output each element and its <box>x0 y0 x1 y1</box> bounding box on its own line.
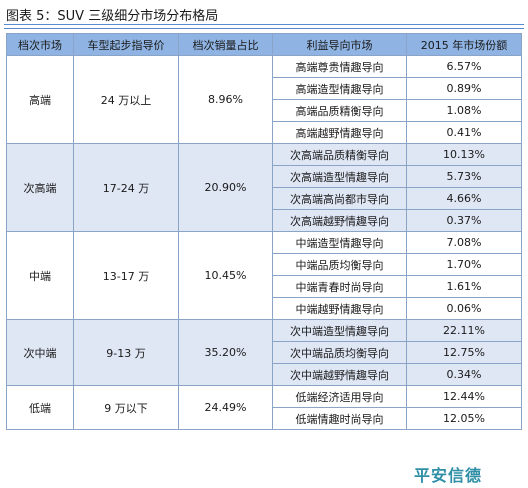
price-cell: 17-24 万 <box>73 143 179 232</box>
table-row: 次高端越野情趣导向 0.37% <box>7 209 522 232</box>
market-share-cell: 12.44% <box>406 385 522 408</box>
table-row: 次中端品质均衡导向 12.75% <box>7 341 522 364</box>
table-row: 低端 9 万以下 24.49% 低端经济适用导向 12.44% <box>6 385 522 430</box>
header-benefit-market: 利益导向市场 <box>272 33 407 56</box>
market-share-cell: 4.66% <box>406 187 522 210</box>
benefit-market-cell: 次高端高尚都市导向 <box>272 187 407 210</box>
market-share-cell: 6.57% <box>406 55 522 78</box>
benefit-market-cell: 中端品质均衡导向 <box>272 253 407 276</box>
tier-cell: 次中端 <box>6 319 74 386</box>
tier-cell: 次高端 <box>6 143 74 232</box>
benefit-market-cell: 高端造型情趣导向 <box>272 77 407 100</box>
price-cell: 9 万以下 <box>73 385 179 430</box>
market-share-cell: 5.73% <box>406 165 522 188</box>
market-share-cell: 1.08% <box>406 99 522 122</box>
market-share-cell: 12.75% <box>406 341 522 364</box>
benefit-market-cell: 次高端品质精衡导向 <box>272 143 407 166</box>
sales-share-cell: 8.96% <box>178 55 273 144</box>
benefit-market-cell: 次中端越野情趣导向 <box>272 363 407 386</box>
benefit-market-cell: 低端情趣时尚导向 <box>272 407 407 430</box>
header-price: 车型起步指导价 <box>73 33 179 56</box>
table-row: 次高端高尚都市导向 4.66% <box>7 187 522 210</box>
table-row: 高端越野情趣导向 0.41% <box>7 121 522 144</box>
market-share-cell: 0.41% <box>406 121 522 144</box>
tier-cell: 低端 <box>6 385 74 430</box>
title-bottom-rule <box>4 28 524 29</box>
header-sales-share: 档次销量占比 <box>178 33 273 56</box>
market-share-cell: 10.13% <box>406 143 522 166</box>
benefit-market-cell: 次高端越野情趣导向 <box>272 209 407 232</box>
market-share-cell: 0.37% <box>406 209 522 232</box>
market-share-cell: 0.89% <box>406 77 522 100</box>
sales-share-cell: 10.45% <box>178 231 273 320</box>
market-share-cell: 0.06% <box>406 297 522 320</box>
table-row: 次高端 17-24 万 20.90% 次高端品质精衡导向 10.13% <box>6 143 522 232</box>
market-share-cell: 7.08% <box>406 231 522 254</box>
benefit-market-cell: 高端尊贵情趣导向 <box>272 55 407 78</box>
benefit-market-cell: 中端造型情趣导向 <box>272 231 407 254</box>
benefit-market-cell: 中端越野情趣导向 <box>272 297 407 320</box>
suv-segment-table: 档次市场 车型起步指导价 档次销量占比 利益导向市场 2015 年市场份额 高端… <box>6 33 522 430</box>
sales-share-cell: 35.20% <box>178 319 273 386</box>
table-header-row: 档次市场 车型起步指导价 档次销量占比 利益导向市场 2015 年市场份额 <box>6 33 522 56</box>
tier-cell: 中端 <box>6 231 74 320</box>
sales-share-cell: 24.49% <box>178 385 273 430</box>
table-row: 高端造型情趣导向 0.89% <box>7 77 522 100</box>
figure-title: 图表 5：SUV 三级细分市场分布格局 <box>6 9 219 24</box>
benefit-market-cell: 中端青春时尚导向 <box>272 275 407 298</box>
price-cell: 24 万以上 <box>73 55 179 144</box>
benefit-market-cell: 次中端造型情趣导向 <box>272 319 407 342</box>
header-market-share-2015: 2015 年市场份额 <box>406 33 522 56</box>
sales-share-cell: 20.90% <box>178 143 273 232</box>
market-share-cell: 1.70% <box>406 253 522 276</box>
pingan-xinde-logo: 平安信德 <box>414 466 483 485</box>
table-row: 高端 24 万以上 8.96% 高端尊贵情趣导向 6.57% <box>6 55 522 144</box>
tier-cell: 高端 <box>6 55 74 144</box>
benefit-market-cell: 高端品质精衡导向 <box>272 99 407 122</box>
table-body: 高端 24 万以上 8.96% 高端尊贵情趣导向 6.57% 高端造型情趣导向 0.89% 高… <box>6 55 522 430</box>
price-cell: 13-17 万 <box>73 231 179 320</box>
benefit-market-cell: 高端越野情趣导向 <box>272 121 407 144</box>
benefit-market-cell: 次中端品质均衡导向 <box>272 341 407 364</box>
benefit-market-cell: 低端经济适用导向 <box>272 385 407 408</box>
market-share-cell: 22.11% <box>406 319 522 342</box>
benefit-market-cell: 次高端造型情趣导向 <box>272 165 407 188</box>
table-row: 次中端 9-13 万 35.20% 次中端造型情趣导向 22.11% <box>6 319 522 386</box>
price-cell: 9-13 万 <box>73 319 179 386</box>
header-tier: 档次市场 <box>6 33 74 56</box>
title-top-rule <box>4 24 524 25</box>
table-row: 中端 13-17 万 10.45% 中端造型情趣导向 7.08% <box>6 231 522 320</box>
market-share-cell: 0.34% <box>406 363 522 386</box>
table-row: 中端品质均衡导向 1.70% <box>7 253 522 276</box>
table-row: 中端青春时尚导向 1.61% <box>7 275 522 298</box>
table-row: 低端情趣时尚导向 12.05% <box>7 407 522 430</box>
table-row: 高端品质精衡导向 1.08% <box>7 99 522 122</box>
market-share-cell: 1.61% <box>406 275 522 298</box>
table-row: 中端越野情趣导向 0.06% <box>7 297 522 320</box>
market-share-cell: 12.05% <box>406 407 522 430</box>
